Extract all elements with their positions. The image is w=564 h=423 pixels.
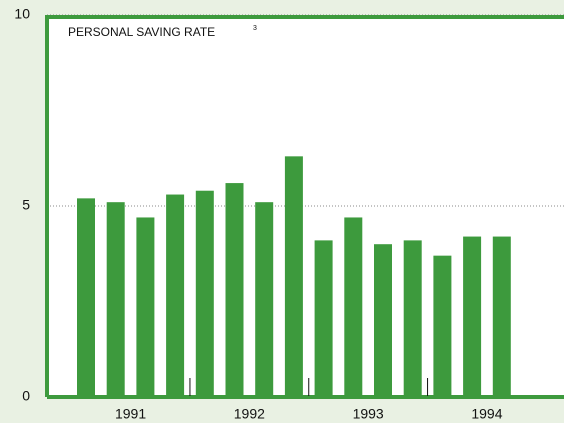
bar bbox=[255, 202, 274, 397]
bar bbox=[492, 236, 511, 397]
bars bbox=[77, 156, 511, 397]
bar bbox=[314, 240, 333, 397]
y-tick-label: 10 bbox=[14, 6, 30, 22]
chart-title: PERSONAL SAVING RATE bbox=[68, 25, 215, 39]
bar bbox=[195, 190, 214, 397]
bar bbox=[463, 236, 482, 397]
x-group-label: 1993 bbox=[353, 406, 384, 422]
bar bbox=[77, 198, 95, 397]
bar bbox=[284, 156, 303, 397]
bar bbox=[433, 255, 452, 397]
bar bbox=[344, 217, 363, 397]
bar bbox=[166, 194, 185, 397]
x-group-label: 1994 bbox=[471, 406, 502, 422]
x-group-label: 1991 bbox=[115, 406, 146, 422]
x-group-label: 1992 bbox=[234, 406, 265, 422]
bar bbox=[106, 202, 125, 397]
bar bbox=[403, 240, 422, 397]
bar bbox=[225, 183, 244, 397]
bar bbox=[374, 244, 392, 397]
bar bbox=[136, 217, 155, 397]
title-note: 3 bbox=[253, 25, 257, 32]
y-tick-label: 5 bbox=[22, 197, 30, 213]
plot-border bbox=[45, 15, 564, 399]
y-tick-label: 0 bbox=[22, 388, 30, 404]
labels: 0 5 10 1991 1992 1993 1994 bbox=[14, 6, 502, 422]
